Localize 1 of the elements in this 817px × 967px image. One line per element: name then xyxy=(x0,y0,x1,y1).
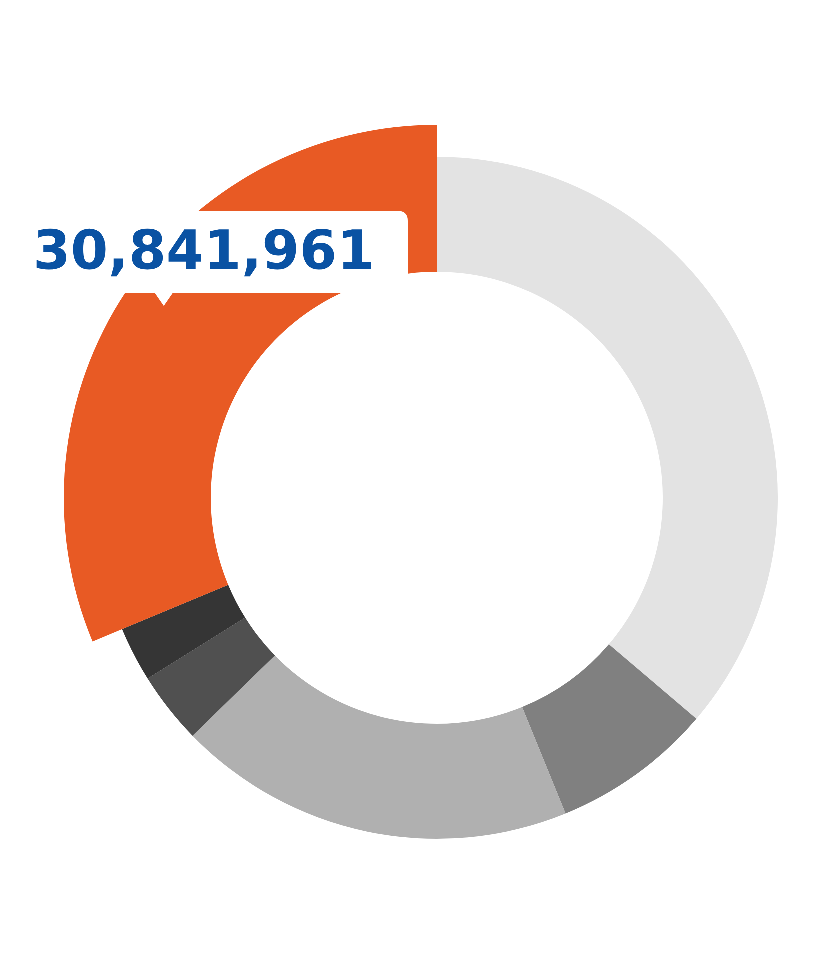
data-label: 30,841,961 xyxy=(33,218,375,282)
